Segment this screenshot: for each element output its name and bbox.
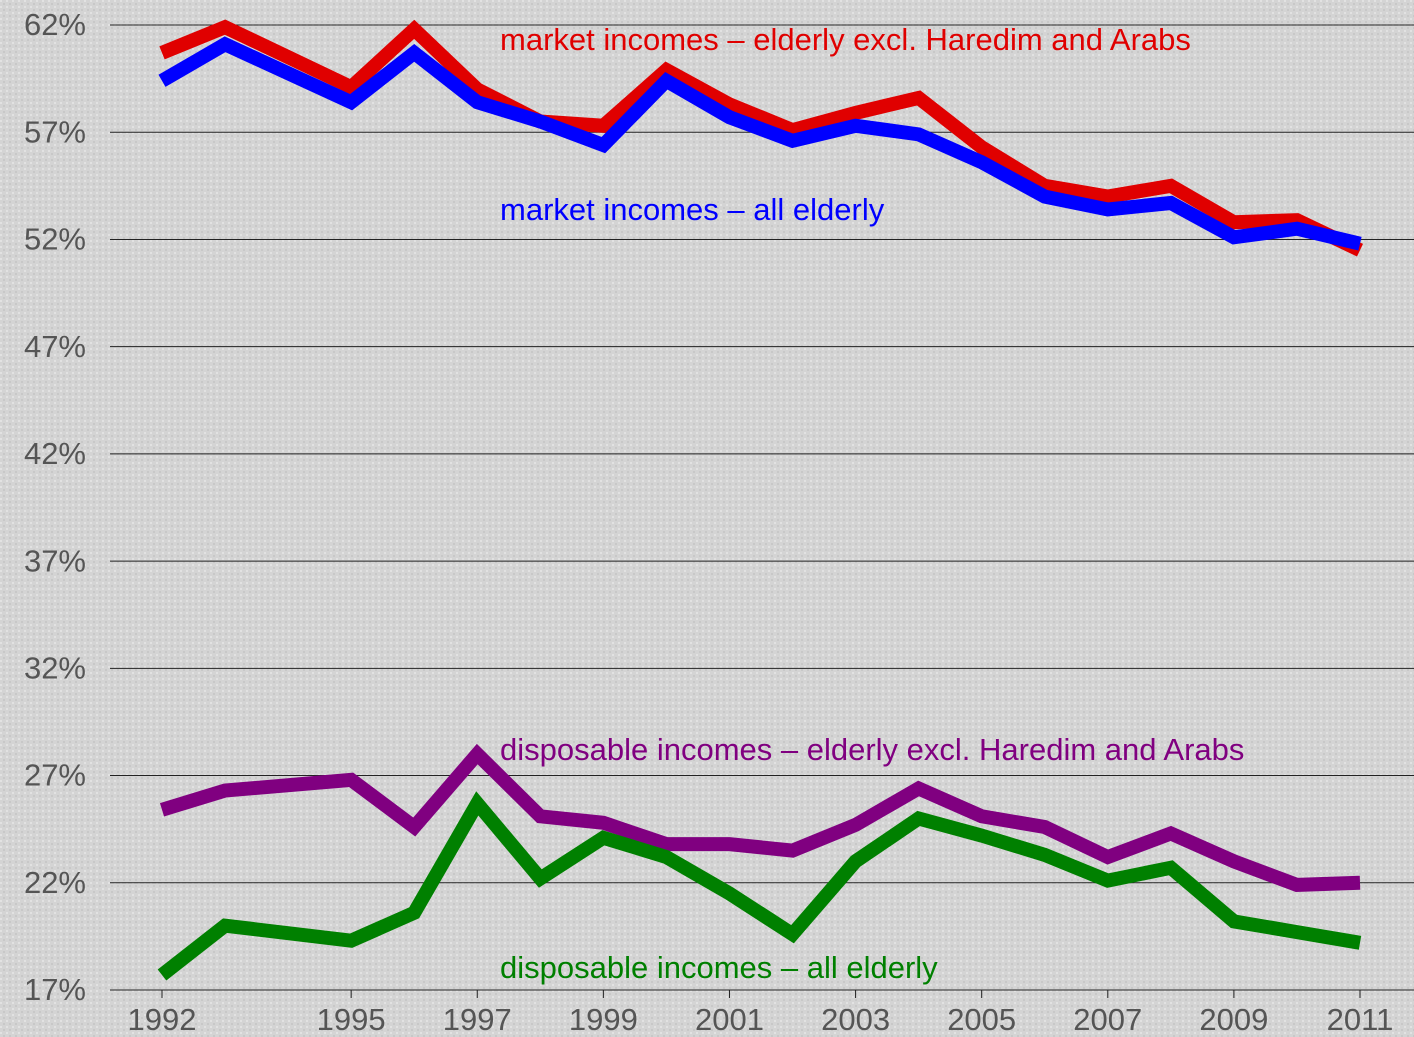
lines [157, 19, 1364, 981]
x-tick-label: 1992 [128, 1002, 197, 1037]
x-tick-label: 1995 [317, 1002, 386, 1037]
x-tick-label: 2001 [695, 1002, 764, 1037]
y-tick-label: 57% [24, 114, 86, 149]
series-label: market incomes – elderly excl. Haredim a… [500, 22, 1191, 57]
series-line [159, 19, 1364, 257]
x-tick-label: 1997 [443, 1002, 512, 1037]
x-tick-label: 2003 [821, 1002, 890, 1037]
series-label: disposable incomes – all elderly [500, 950, 938, 985]
x-tick-label: 2009 [1199, 1002, 1268, 1037]
x-tick-label: 2011 [1327, 1002, 1394, 1037]
x-tick-label: 2005 [947, 1002, 1016, 1037]
y-tick-label: 17% [24, 972, 86, 1007]
series-line [157, 791, 1362, 981]
y-tick-label: 27% [24, 758, 86, 793]
y-tick-label: 22% [24, 865, 86, 900]
series-line [158, 36, 1362, 251]
labels: 17% 22% 27% 32% 37% 42% 47% 52% 57% 62% 1992 1995 19… [24, 7, 1393, 1037]
x-tick-label: 2007 [1073, 1002, 1142, 1037]
series-line [159, 743, 1361, 892]
y-tick-label: 47% [24, 329, 86, 364]
y-tick-label: 62% [24, 7, 86, 42]
y-tick-label: 42% [24, 436, 86, 471]
series-label: market incomes – all elderly [500, 192, 885, 227]
y-tick-label: 52% [24, 222, 86, 257]
series-label: disposable incomes – elderly excl. Hared… [500, 732, 1244, 767]
y-tick-label: 32% [24, 651, 86, 686]
x-tick-label: 1999 [569, 1002, 638, 1037]
y-tick-label: 37% [24, 543, 86, 578]
